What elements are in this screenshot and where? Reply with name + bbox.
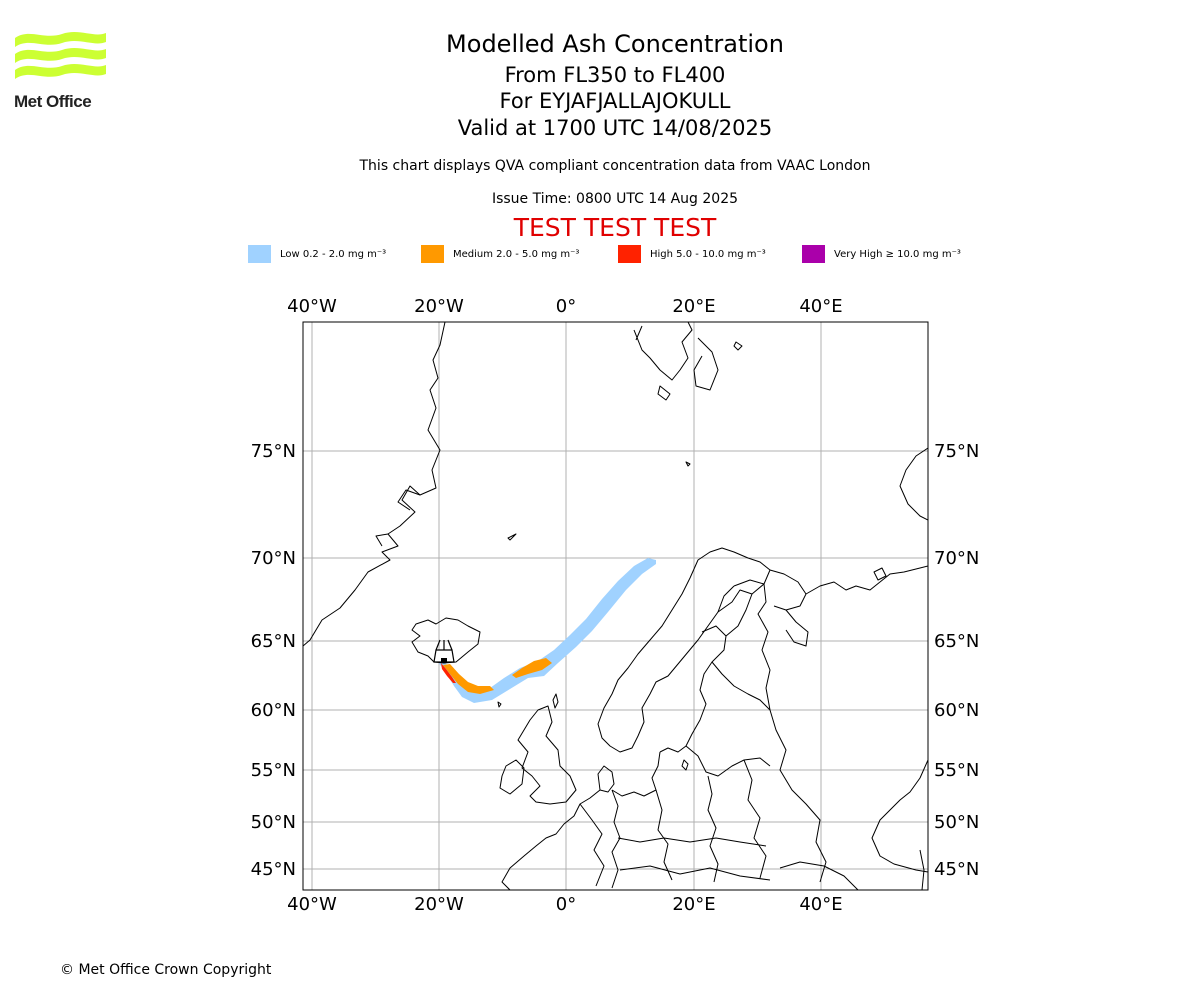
lat-label-left-75n: 75°N [251,441,296,462]
lat-label-right-50n: 50°N [934,812,979,833]
legend-label-very-high: Very High ≥ 10.0 mg m⁻³ [834,248,961,260]
continental-coast [501,789,601,890]
met-office-logo-text: Met Office [14,92,92,111]
east-coast [871,759,928,873]
svalbard-small-island [733,341,743,351]
kola-peninsula [769,565,928,611]
lat-label-right-75n: 75°N [934,441,979,462]
lon-label-bottom-0: 0° [556,894,576,915]
lon-label-bottom-40e: 40°E [799,894,842,915]
jan-mayen [507,533,517,541]
finland-coast [711,579,771,711]
ireland-coast [499,759,525,795]
shetland [552,693,559,709]
coastlines [303,322,928,890]
met-office-logo: Met Office [14,30,109,115]
map-plot-area [303,322,928,890]
gridlines [303,322,928,890]
norway-coast [597,547,771,753]
faroe-islands [497,701,502,708]
greenland-fjord-2 [375,533,389,547]
great-britain-coast [517,705,577,805]
lat-label-left-50n: 50°N [251,812,296,833]
legend-swatch-low [248,245,271,263]
sweden-finland-border [717,585,753,637]
legend-label-medium: Medium 2.0 - 5.0 mg m⁻³ [453,248,580,260]
lat-labels-right: 75°N 70°N 65°N 60°N 55°N 50°N 45°N [934,441,979,880]
legend-label-low: Low 0.2 - 2.0 mg m⁻³ [280,248,387,260]
concentration-legend: Low 0.2 - 2.0 mg m⁻³ Medium 2.0 - 5.0 mg… [248,244,1008,264]
legend-label-high: High 5.0 - 10.0 mg m⁻³ [650,248,766,260]
legend-item-very-high: Very High ≥ 10.0 mg m⁻³ [802,244,961,264]
country-borders [579,709,827,889]
lon-label-bottom-20e: 20°E [672,894,715,915]
kolguev [873,567,887,581]
flight-level-range: From FL350 to FL400 [504,63,726,87]
lat-label-left-70n: 70°N [251,548,296,569]
lat-label-right-65n: 65°N [934,631,979,652]
black-sea-coast [779,861,859,890]
finland-russia-border [757,583,771,711]
volcano-triangle-icon [433,639,455,663]
bear-island [685,461,691,467]
volcano-name: For EYJAFJALLAJOKULL [499,89,731,113]
chart-title: Modelled Ash Concentration [446,30,784,58]
legend-swatch-medium [421,245,444,263]
gulf-of-bothnia [659,625,727,753]
baltic-coast [611,745,771,797]
lat-label-right-55n: 55°N [934,760,979,781]
lon-label-top-20e: 20°E [672,296,715,317]
met-office-wave-icon [15,32,106,79]
legend-swatch-high [618,245,641,263]
legend-item-low: Low 0.2 - 2.0 mg m⁻³ [248,244,386,264]
lon-label-top-40e: 40°E [799,296,842,317]
gotland [681,759,689,771]
lon-labels-top: 40°W 20°W 0° 20°E 40°E [287,296,842,317]
chart-description: This chart displays QVA compliant concen… [359,158,871,174]
legend-swatch-very-high [802,245,825,263]
lat-label-right-60n: 60°N [934,700,979,721]
ash-plume-low [438,558,656,703]
copyright-notice: © Met Office Crown Copyright [60,962,272,978]
lat-labels-left: 75°N 70°N 65°N 60°N 55°N 50°N 45°N [251,441,296,880]
lat-label-right-70n: 70°N [934,548,979,569]
lon-label-bottom-20w: 20°W [414,894,464,915]
ash-map: 40°W 20°W 0° 20°E 40°E 40°W 20°W 0° 20°E… [251,296,980,915]
valid-time: Valid at 1700 UTC 14/08/2025 [457,116,773,140]
lon-label-bottom-40w: 40°W [287,894,337,915]
lat-label-left-45n: 45°N [251,859,296,880]
lat-label-left-60n: 60°N [251,700,296,721]
caspian-edge [919,849,925,890]
lat-label-right-45n: 45°N [934,859,979,880]
svalbard-coast [633,322,719,401]
lon-label-top-20w: 20°W [414,296,464,317]
white-sea [785,609,809,647]
novaya-zemlya [899,447,928,521]
lat-label-left-55n: 55°N [251,760,296,781]
lat-label-left-65n: 65°N [251,631,296,652]
ash-plume-medium-south [443,664,494,694]
map-frame [302,321,929,891]
ash-plume-medium-north [512,658,552,678]
legend-item-high: High 5.0 - 10.0 mg m⁻³ [618,244,766,264]
lon-label-top-40w: 40°W [287,296,337,317]
iceland-coast [411,617,481,664]
lon-labels-bottom: 40°W 20°W 0° 20°E 40°E [287,894,842,915]
ash-plume-high [441,663,456,683]
greenland-coast [303,322,446,647]
lon-label-top-0: 0° [556,296,576,317]
greenland-fjord-1 [397,489,421,511]
issue-time: Issue Time: 0800 UTC 14 Aug 2025 [491,191,739,207]
test-banner: TEST TEST TEST [513,213,717,242]
legend-item-medium: Medium 2.0 - 5.0 mg m⁻³ [421,244,579,264]
